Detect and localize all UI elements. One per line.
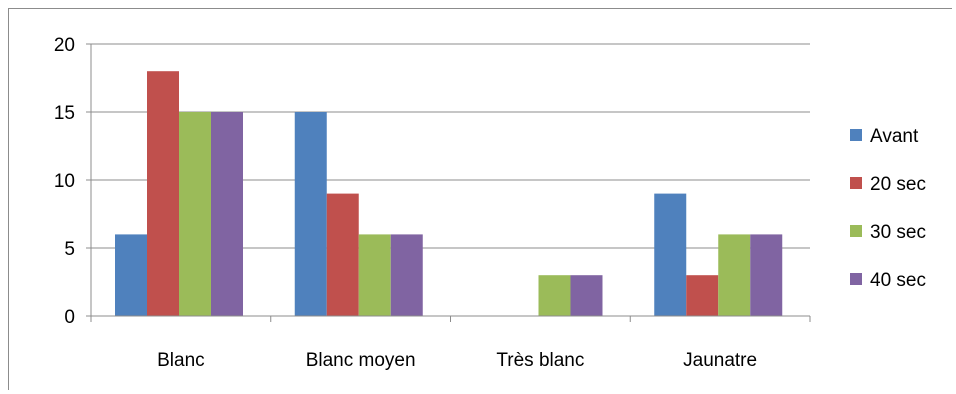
bar-20-sec-1	[326, 193, 359, 316]
chart-frame	[8, 8, 952, 390]
x-category-label: Blanc	[157, 350, 205, 371]
bars	[115, 71, 783, 316]
legend: Avant 20 sec 30 sec 40 sec	[850, 126, 926, 291]
axes	[86, 43, 811, 322]
bar-20-sec-3	[686, 275, 719, 316]
x-category-label: Blanc moyen	[306, 350, 416, 371]
bar-40-sec-3	[750, 234, 783, 316]
bar-30-sec-3	[718, 234, 751, 316]
legend-label: Avant	[870, 126, 919, 147]
y-tick-label: 0	[64, 307, 75, 328]
y-tick-label: 15	[54, 103, 75, 124]
bar-avant-3	[654, 193, 687, 316]
bar-40-sec-1	[390, 234, 423, 316]
bar-30-sec-0	[179, 112, 211, 316]
bar-40-sec-2	[570, 275, 603, 316]
bar-30-sec-2	[538, 275, 571, 316]
y-tick-label: 20	[54, 35, 75, 56]
bar-avant-0	[115, 234, 147, 316]
y-tick-label: 10	[54, 171, 75, 192]
legend-label: 40 sec	[870, 270, 926, 291]
x-category-label: Très blanc	[496, 350, 584, 371]
x-category-label: Jaunatre	[683, 350, 757, 371]
legend-label: 30 sec	[870, 222, 926, 243]
legend-swatch	[850, 177, 862, 189]
legend-swatch	[850, 225, 862, 237]
y-tick-label: 5	[64, 239, 75, 260]
bar-avant-1	[294, 112, 327, 316]
legend-swatch	[850, 129, 862, 141]
bar-40-sec-0	[211, 112, 243, 316]
legend-swatch	[850, 273, 862, 285]
bar-30-sec-1	[358, 234, 391, 316]
axis-labels: 0 5 10 15 20 Blanc Blanc moyen Très blanc Jaunat…	[54, 35, 757, 371]
bar-20-sec-0	[147, 71, 179, 316]
legend-label: 20 sec	[870, 174, 926, 195]
